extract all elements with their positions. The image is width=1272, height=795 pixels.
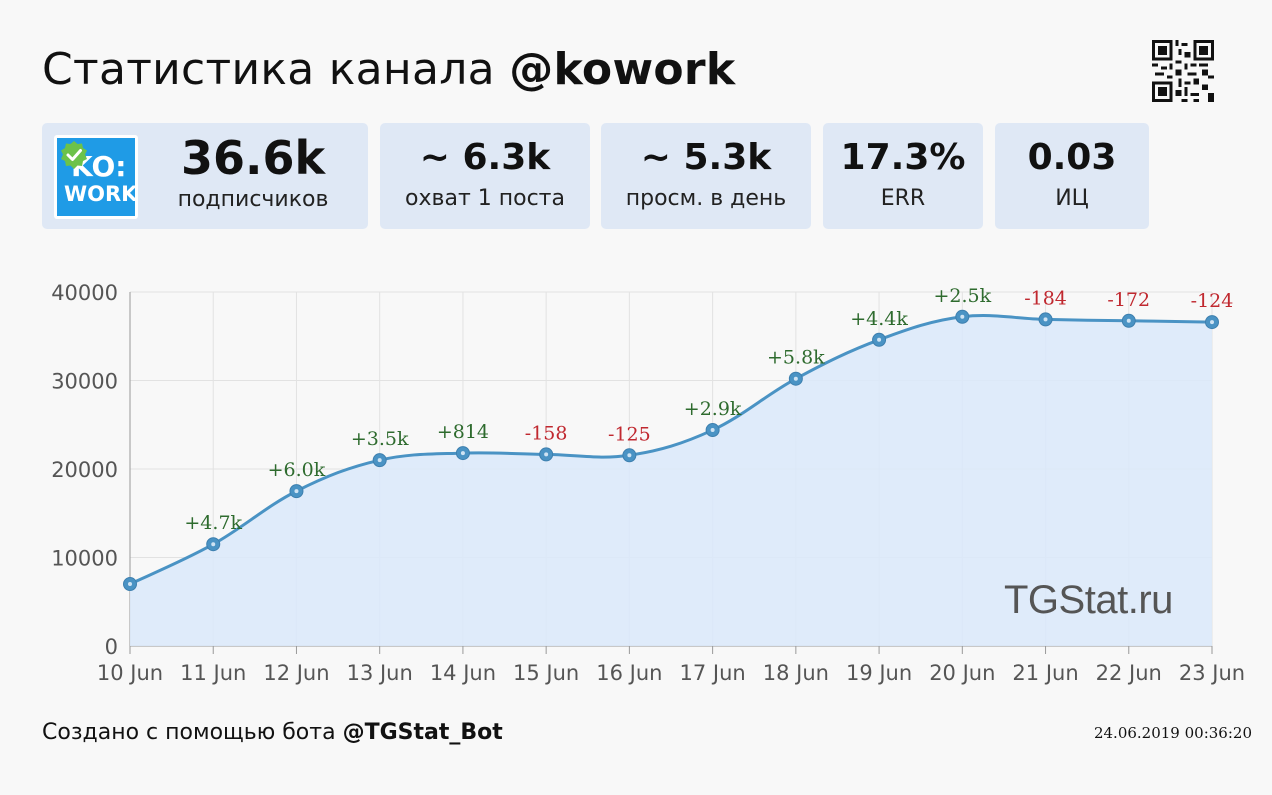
data-point-center — [544, 452, 549, 457]
stat-label: ERR — [880, 186, 926, 211]
x-tick-label: 17 Jun — [680, 661, 746, 685]
data-label: +5.8k — [767, 347, 825, 369]
x-tick-label: 21 Jun — [1012, 661, 1078, 685]
subscribers-chart: 0 10000 20000 30000 40000 10 Jun 11 Jun 12 Jun 1… — [51, 281, 1245, 685]
data-point-center — [377, 458, 382, 463]
watermark: TGStat.ru — [1004, 578, 1173, 622]
x-tick-label: 23 Jun — [1179, 661, 1245, 685]
data-label: -125 — [608, 423, 651, 445]
y-tick-label: 40000 — [51, 281, 118, 305]
stat-value: 17.3% — [840, 137, 966, 178]
stat-card-reach: ~ 6.3k охват 1 поста — [380, 123, 590, 229]
footer-credit: Создано с помощью бота @TGStat_Bot — [42, 720, 503, 745]
y-tick-label: 30000 — [51, 370, 118, 394]
data-label: +3.5k — [351, 428, 409, 450]
data-point-center — [1126, 318, 1131, 323]
x-tick-label: 12 Jun — [263, 661, 329, 685]
page-title: Статистика канала @kowork — [42, 44, 735, 95]
x-tick-label: 22 Jun — [1096, 661, 1162, 685]
data-point-center — [877, 337, 882, 342]
qr-code-icon — [1152, 40, 1214, 102]
bot-name: @TGStat_Bot — [342, 720, 503, 745]
stat-value: ~ 5.3k — [640, 137, 772, 178]
footer-prefix: Создано с помощью бота — [42, 720, 343, 745]
channel-name: @kowork — [509, 44, 736, 95]
timestamp: 24.06.2019 00:36:20 — [1093, 724, 1252, 742]
series-line — [129, 314, 1213, 586]
data-point-center — [294, 489, 299, 494]
data-point-center — [627, 453, 632, 458]
stat-card-citation-index: 0.03 ИЦ — [995, 123, 1149, 229]
data-label: +6.0k — [268, 459, 326, 481]
stat-value: 36.6k — [180, 131, 326, 185]
data-label: +2.5k — [933, 285, 991, 307]
data-point-center — [1043, 317, 1048, 322]
stat-card-daily-views: ~ 5.3k просм. в день — [601, 123, 811, 229]
title-prefix: Статистика канала — [42, 44, 510, 95]
data-point-center — [1210, 320, 1214, 325]
data-label: +814 — [437, 421, 489, 443]
data-point-center — [710, 428, 715, 433]
channel-avatar: KO: WORK — [54, 135, 138, 219]
x-tick-label: 14 Jun — [430, 661, 496, 685]
x-tick-label: 18 Jun — [763, 661, 829, 685]
data-label: -184 — [1024, 287, 1067, 309]
x-tick-label: 19 Jun — [846, 661, 912, 685]
x-tick-label: 16 Jun — [596, 661, 662, 685]
verified-badge-icon — [61, 141, 87, 169]
data-label: -172 — [1107, 289, 1150, 311]
stat-label: ИЦ — [1055, 186, 1089, 211]
data-point-center — [460, 451, 465, 456]
stat-value: 0.03 — [1027, 137, 1117, 178]
data-label: -124 — [1191, 290, 1234, 312]
stat-label: подписчиков — [177, 187, 329, 212]
stat-card-err: 17.3% ERR — [823, 123, 983, 229]
data-label: -158 — [525, 422, 568, 444]
x-tick-label: 13 Jun — [347, 661, 413, 685]
y-tick-label: 0 — [105, 635, 118, 659]
stat-label: охват 1 поста — [405, 186, 565, 211]
area-fill — [130, 315, 1212, 646]
data-label: +4.7k — [184, 512, 242, 534]
x-tick-label: 11 Jun — [180, 661, 246, 685]
data-label: +4.4k — [850, 308, 908, 330]
y-tick-label: 20000 — [51, 458, 118, 482]
stat-label: просм. в день — [625, 186, 787, 211]
x-tick-label: 15 Jun — [513, 661, 579, 685]
logo-line-2: WORK — [64, 182, 138, 206]
data-point-center — [960, 314, 965, 319]
x-tick-label: 10 Jun — [97, 661, 163, 685]
y-tick-label: 10000 — [51, 547, 118, 571]
x-tick-label: 20 Jun — [929, 661, 995, 685]
stat-value: ~ 6.3k — [419, 137, 551, 178]
data-point-center — [211, 542, 216, 547]
data-label: +2.9k — [684, 398, 742, 420]
data-point-center — [793, 376, 798, 381]
data-point-center — [128, 582, 132, 587]
